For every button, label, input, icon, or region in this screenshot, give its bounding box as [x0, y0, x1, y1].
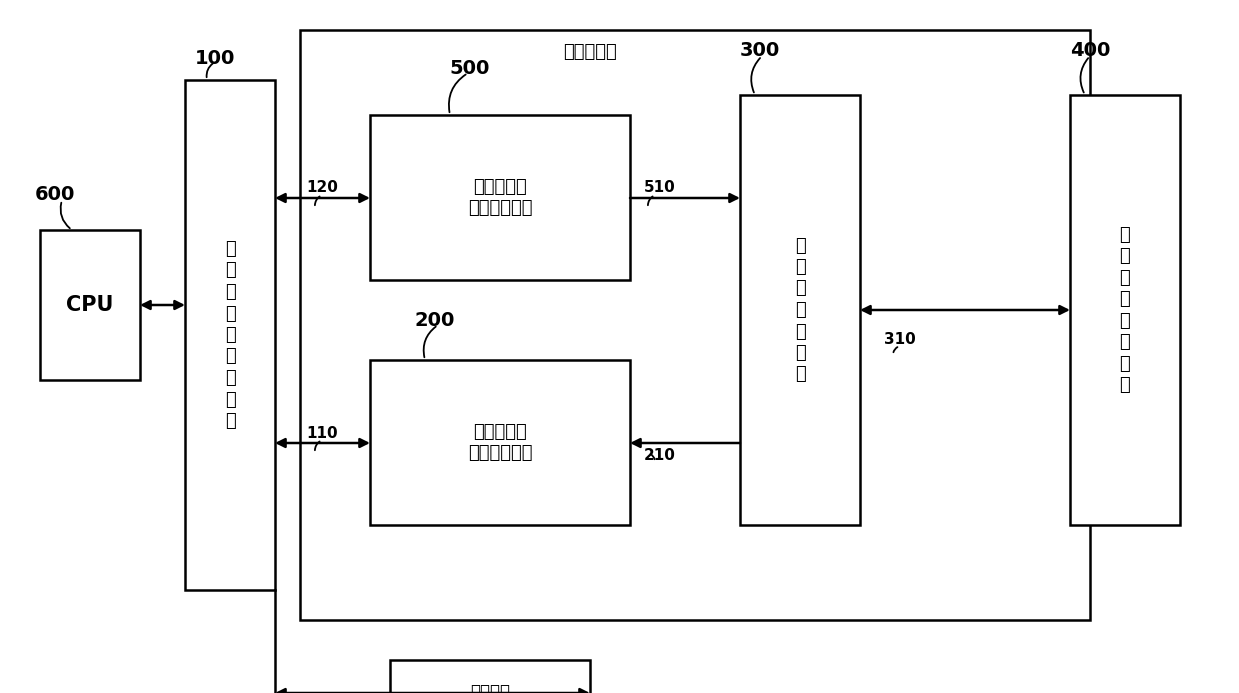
Text: 300: 300 [740, 40, 781, 60]
Bar [740, 95, 860, 525]
Bar [370, 360, 629, 525]
Text: 串
行
总
线
选
择
器: 串 行 总 线 选 择 器 [794, 236, 805, 383]
Text: 100: 100 [195, 49, 235, 67]
Bar [185, 80, 275, 590]
Text: 串
行
非
易
失
存
储
器: 串 行 非 易 失 存 储 器 [1120, 226, 1130, 394]
Text: 片
上
系
统
总
线
控
制
器: 片 上 系 统 总 线 控 制 器 [224, 240, 235, 430]
Text: 400: 400 [1069, 40, 1110, 60]
Text: 500: 500 [450, 58, 491, 78]
Text: 其他设备: 其他设备 [470, 683, 510, 693]
Bar [390, 660, 590, 693]
Bar [40, 230, 140, 380]
Text: 210: 210 [644, 448, 676, 462]
Text: 120: 120 [306, 180, 338, 195]
Text: 存储器接口: 存储器接口 [563, 43, 617, 61]
Bar [1070, 95, 1180, 525]
Text: 110: 110 [306, 426, 338, 441]
Text: 串行非易失
存储器读模块: 串行非易失 存储器读模块 [468, 423, 533, 462]
Text: 310: 310 [885, 333, 916, 347]
Text: CPU: CPU [67, 295, 114, 315]
Text: 600: 600 [35, 186, 76, 204]
Text: 200: 200 [415, 310, 455, 329]
Text: 串行非易失
存储器控制器: 串行非易失 存储器控制器 [468, 177, 533, 217]
Text: 510: 510 [644, 180, 676, 195]
Bar [370, 115, 629, 280]
Bar [300, 30, 1090, 620]
